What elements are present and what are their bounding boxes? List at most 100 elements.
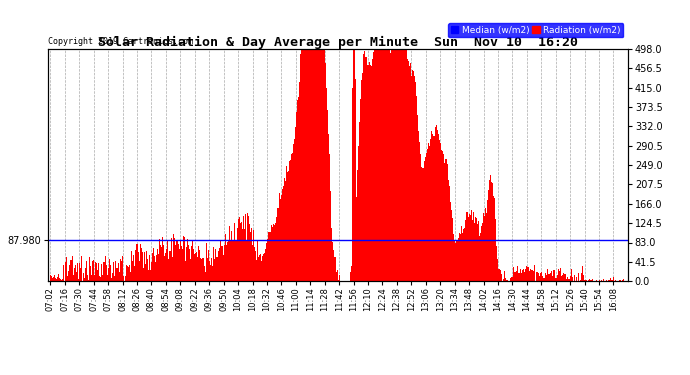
Bar <box>153 248 154 281</box>
Bar <box>331 228 333 281</box>
Bar <box>320 49 321 281</box>
Bar <box>220 240 221 281</box>
Bar <box>190 259 191 281</box>
Bar <box>100 277 101 281</box>
Bar <box>324 49 325 281</box>
Bar <box>490 175 491 281</box>
Bar <box>529 272 531 281</box>
Bar <box>479 236 480 281</box>
Bar <box>210 258 212 281</box>
Bar <box>201 259 202 281</box>
Bar <box>93 260 95 281</box>
Bar <box>390 53 391 281</box>
Bar <box>511 277 512 281</box>
Bar <box>322 49 323 281</box>
Bar <box>620 280 621 281</box>
Bar <box>400 49 402 281</box>
Bar <box>456 240 457 281</box>
Bar <box>510 278 511 281</box>
Bar <box>455 243 456 281</box>
Bar <box>493 196 494 281</box>
Bar <box>229 225 230 281</box>
Bar <box>91 275 92 281</box>
Bar <box>175 245 176 281</box>
Bar <box>523 268 524 281</box>
Bar <box>62 279 63 281</box>
Bar <box>525 268 526 281</box>
Bar <box>591 280 592 281</box>
Bar <box>145 264 146 281</box>
Bar <box>396 49 397 281</box>
Bar <box>445 159 446 281</box>
Bar <box>543 278 544 281</box>
Bar <box>554 270 555 281</box>
Bar <box>538 273 539 281</box>
Bar <box>276 217 277 281</box>
Bar <box>582 266 583 281</box>
Bar <box>310 49 312 281</box>
Bar <box>212 266 213 281</box>
Bar <box>451 210 452 281</box>
Bar <box>375 49 376 281</box>
Bar <box>133 255 135 281</box>
Bar <box>187 239 188 281</box>
Bar <box>549 274 550 281</box>
Bar <box>72 275 74 281</box>
Bar <box>398 49 400 281</box>
Bar <box>475 217 476 281</box>
Bar <box>60 279 61 281</box>
Bar <box>387 49 388 281</box>
Bar <box>539 276 540 281</box>
Bar <box>546 274 547 281</box>
Bar <box>53 278 54 281</box>
Bar <box>148 270 149 281</box>
Bar <box>611 280 612 281</box>
Bar <box>223 255 224 281</box>
Bar <box>487 200 488 281</box>
Bar <box>221 246 222 281</box>
Bar <box>378 49 379 281</box>
Bar <box>284 178 285 281</box>
Bar <box>491 182 492 281</box>
Bar <box>506 280 508 281</box>
Bar <box>519 273 520 281</box>
Bar <box>298 97 299 281</box>
Bar <box>433 135 435 281</box>
Bar <box>274 225 275 281</box>
Bar <box>474 223 475 281</box>
Bar <box>502 279 504 281</box>
Bar <box>280 199 281 281</box>
Bar <box>189 249 190 281</box>
Title: Solar Radiation & Day Average per Minute  Sun  Nov 10  16:20: Solar Radiation & Day Average per Minute… <box>98 36 578 49</box>
Bar <box>57 278 58 281</box>
Bar <box>547 268 548 281</box>
Bar <box>270 225 272 281</box>
Bar <box>609 280 610 281</box>
Bar <box>117 268 118 281</box>
Bar <box>272 226 273 281</box>
Bar <box>329 154 331 281</box>
Bar <box>584 279 585 281</box>
Bar <box>481 226 482 281</box>
Bar <box>137 252 139 281</box>
Bar <box>384 49 385 281</box>
Bar <box>292 153 293 281</box>
Bar <box>494 198 495 281</box>
Bar <box>139 244 141 281</box>
Bar <box>578 273 579 281</box>
Bar <box>606 280 607 281</box>
Bar <box>553 270 554 281</box>
Bar <box>544 278 545 281</box>
Bar <box>353 49 354 281</box>
Bar <box>278 208 279 281</box>
Bar <box>146 251 147 281</box>
Bar <box>120 259 121 281</box>
Bar <box>176 240 177 281</box>
Bar <box>380 49 381 281</box>
Bar <box>444 164 445 281</box>
Bar <box>287 172 288 281</box>
Bar <box>63 265 64 281</box>
Bar <box>586 280 587 281</box>
Bar <box>497 259 498 281</box>
Bar <box>395 49 396 281</box>
